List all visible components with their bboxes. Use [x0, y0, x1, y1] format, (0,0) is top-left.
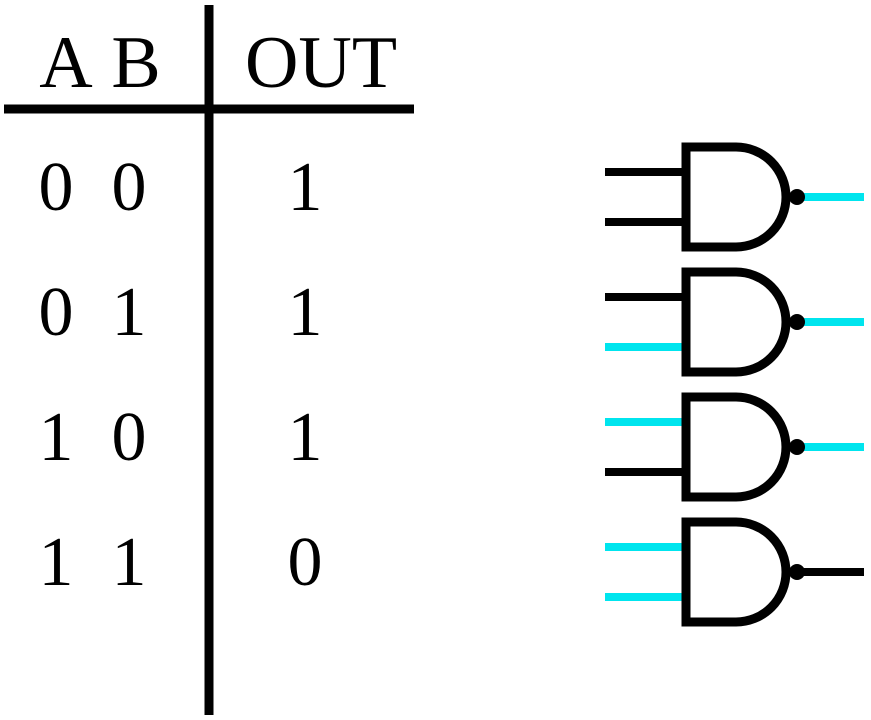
nand-gate-body: [681, 142, 791, 252]
cell-b: 1: [112, 274, 147, 351]
nand-gate-body: [681, 392, 791, 502]
nand-gate: [605, 392, 864, 502]
header-b: B: [111, 22, 160, 104]
cell-b: 0: [112, 149, 147, 226]
inversion-bubble: [789, 439, 805, 455]
inversion-bubble: [789, 564, 805, 580]
cell-b: 1: [112, 524, 147, 601]
nand-gate-body: [681, 517, 791, 627]
header-out: OUT: [245, 22, 397, 104]
cell-out: 1: [288, 399, 323, 476]
nand-gate-body: [681, 267, 791, 377]
cell-b: 0: [112, 399, 147, 476]
nand-gate: [605, 267, 864, 377]
nand-gate: [605, 142, 864, 252]
cell-out: 0: [288, 524, 323, 601]
header-a: A: [39, 22, 92, 104]
table-row: 1 1 0: [39, 524, 323, 601]
table-row: 0 1 1: [39, 274, 323, 351]
inversion-bubble: [789, 314, 805, 330]
nand-gates: [605, 142, 864, 627]
cell-a: 1: [39, 399, 74, 476]
cell-a: 1: [39, 524, 74, 601]
nand-gate: [605, 517, 864, 627]
cell-out: 1: [288, 274, 323, 351]
table-row: 0 0 1: [39, 149, 323, 226]
cell-a: 0: [39, 274, 74, 351]
cell-a: 0: [39, 149, 74, 226]
table-row: 1 0 1: [39, 399, 323, 476]
inversion-bubble: [789, 189, 805, 205]
cell-out: 1: [288, 149, 323, 226]
